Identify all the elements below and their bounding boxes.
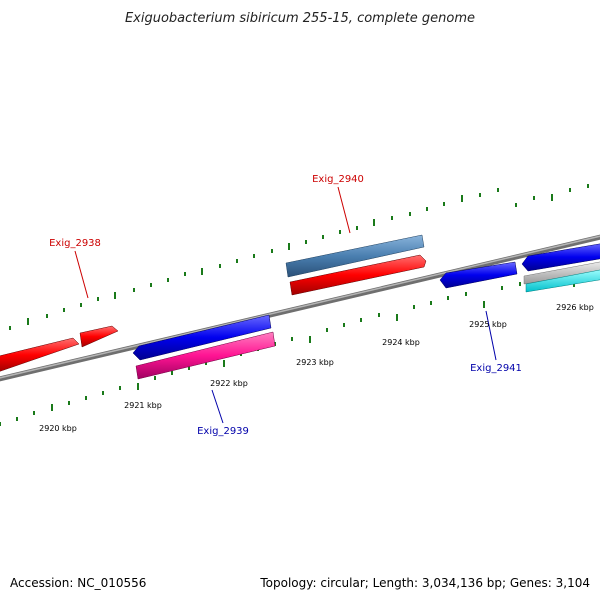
leader-line: [74, 250, 89, 299]
leader-line: [211, 389, 224, 424]
tick-label: 2925 kbp: [469, 320, 507, 329]
gene-label[interactable]: Exig_2938: [49, 238, 101, 249]
reverse-features: [132, 243, 600, 380]
tick-label: 2922 kbp: [210, 379, 248, 388]
genome-backbone: [0, 234, 600, 382]
grey-feature: [523, 261, 600, 285]
gene-label[interactable]: Exig_2941: [470, 363, 522, 374]
forward-cds: [0, 337, 80, 372]
map-title: Exiguobacterium sibiricum 255-15, comple…: [125, 11, 475, 26]
genome-summary-text: Topology: circular; Length: 3,034,136 bp…: [259, 576, 590, 590]
gene-label[interactable]: Exig_2939: [197, 426, 249, 437]
leader-line: [485, 310, 497, 361]
outer-tick-marks: [9, 184, 589, 330]
forward-features: [0, 234, 427, 372]
tick-label: 2921 kbp: [124, 401, 162, 410]
position-labels: 2920 kbp 2921 kbp 2922 kbp 2923 kbp 2924…: [39, 303, 594, 433]
accession-text: Accession: NC_010556: [10, 576, 146, 590]
reverse-cds: [521, 243, 600, 272]
tick-label: 2926 kbp: [556, 303, 594, 312]
reverse-cds-exig-2941: [439, 261, 518, 289]
leader-line: [337, 186, 351, 234]
tick-label: 2920 kbp: [39, 424, 77, 433]
forward-cds: [79, 325, 119, 348]
pink-feature: [135, 331, 276, 380]
gene-label[interactable]: Exig_2940: [312, 174, 364, 185]
forward-cds-exig-2940: [289, 254, 427, 296]
steelblue-feature: [285, 234, 425, 278]
gene-leader-lines: [74, 186, 497, 424]
cyan-feature: [525, 269, 600, 293]
tick-label: 2923 kbp: [296, 358, 334, 367]
reverse-cds-exig-2939: [132, 314, 272, 361]
inner-tick-marks: [0, 270, 593, 426]
gene-labels: Exig_2938 Exig_2940 Exig_2939 Exig_2941: [49, 174, 522, 437]
tick-label: 2924 kbp: [382, 338, 420, 347]
